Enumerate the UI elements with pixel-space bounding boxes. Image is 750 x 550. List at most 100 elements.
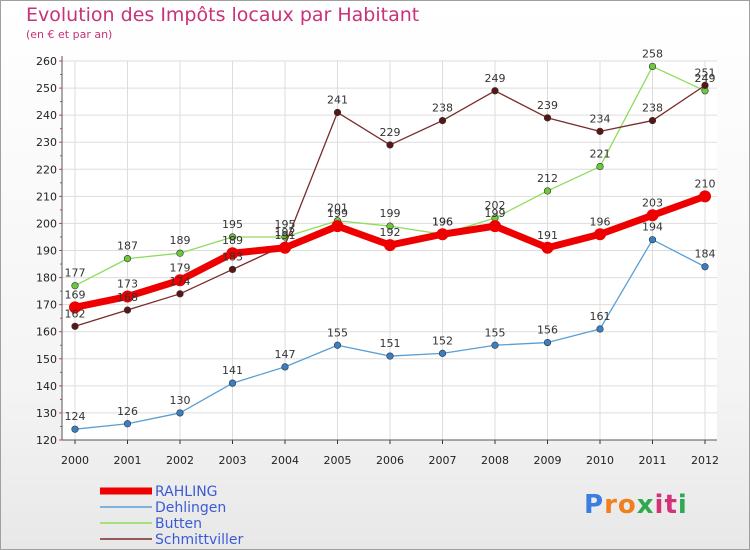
data-point-schmittviller [596,127,604,135]
data-label-rahling: 203 [642,196,663,209]
data-point-butten [71,282,79,290]
data-point-dehlingen [281,363,289,371]
legend-label-schmittviller: Schmittviller [155,532,244,548]
data-label-rahling: 196 [590,215,611,228]
data-point-schmittviller [543,114,552,122]
data-label-butten: 202 [485,199,506,212]
x-tick-label: 2000 [61,454,89,467]
data-point-dehlingen [491,341,499,349]
data-label-rahling: 191 [275,229,296,242]
logo-letter: i [654,490,665,520]
data-label-dehlingen: 130 [170,394,191,407]
data-point-schmittviller [386,141,394,149]
y-tick-label: 240 [36,109,57,122]
data-label-butten: 189 [170,234,191,247]
x-tick-label: 2011 [639,454,667,467]
data-point-rahling [174,274,186,287]
x-tick-label: 2006 [376,454,404,467]
logo-letter: P [584,490,605,520]
data-point-schmittviller [701,81,709,89]
data-point-rahling [594,228,606,241]
data-label-schmittviller: 168 [117,291,138,304]
x-tick-label: 2008 [481,454,509,467]
data-label-butten: 201 [327,202,348,215]
data-label-butten: 195 [275,218,296,231]
x-tick-label: 2010 [586,454,614,467]
logo-letter: o [617,490,637,520]
data-point-rahling [541,241,554,254]
y-tick-label: 150 [36,353,57,366]
y-tick-label: 180 [36,272,57,285]
data-label-rahling: 199 [485,207,506,220]
data-label-dehlingen: 141 [222,364,243,377]
data-point-schmittviller [491,87,499,95]
data-label-rahling: 191 [537,229,558,242]
data-point-rahling [436,228,449,241]
data-label-rahling: 210 [695,177,716,190]
data-label-dehlingen: 184 [695,248,716,261]
chart-title: Evolution des Impôts locaux par Habitant [26,4,420,26]
data-label-rahling: 189 [222,234,243,247]
y-tick-label: 200 [36,217,57,230]
data-point-butten [596,162,604,171]
legend-label-dehlingen: Dehlingen [155,500,226,516]
data-label-butten: 195 [222,218,243,231]
data-point-butten [123,255,132,263]
data-label-rahling: 169 [65,288,86,301]
data-label-rahling: 196 [432,215,453,228]
data-point-schmittviller [438,116,447,125]
data-point-dehlingen [386,352,394,360]
data-point-butten [228,233,237,241]
logo-letter: r [604,490,618,520]
data-label-dehlingen: 161 [590,310,611,323]
data-label-rahling: 199 [327,207,348,220]
chart-subtitle: (en € et par an) [26,28,113,41]
data-label-schmittviller: 234 [590,112,611,125]
data-label-schmittviller: 183 [222,250,243,263]
logo-letter: i [677,490,688,520]
data-point-schmittviller [228,265,237,274]
data-label-butten: 212 [537,172,558,185]
data-point-butten [176,249,184,257]
data-label-butten: 187 [117,240,138,253]
data-label-rahling: 192 [380,226,401,239]
data-point-schmittviller [176,290,184,298]
y-tick-label: 260 [36,55,57,68]
data-label-schmittviller: 239 [537,99,558,112]
data-label-butten: 258 [642,47,663,60]
x-tick-label: 2012 [691,454,719,467]
legend-label-butten: Butten [155,516,202,532]
y-tick-label: 190 [36,245,57,258]
data-label-dehlingen: 124 [65,410,86,423]
y-tick-label: 160 [36,326,57,339]
data-point-rahling [121,290,134,303]
data-label-schmittviller: 249 [485,72,506,85]
data-point-rahling [279,241,291,254]
legend-label-rahling: RAHLING [155,484,218,500]
data-point-dehlingen [228,379,237,387]
data-point-rahling [489,220,501,233]
data-label-dehlingen: 126 [117,405,138,418]
y-tick-label: 170 [36,299,57,312]
data-point-rahling [226,247,239,260]
data-label-dehlingen: 152 [432,334,453,347]
data-point-rahling [69,301,81,314]
y-tick-label: 250 [36,82,57,95]
data-label-butten: 177 [65,267,86,280]
data-label-rahling: 173 [117,278,138,291]
data-label-schmittviller: 238 [642,102,663,115]
data-point-schmittviller [648,116,657,125]
data-label-dehlingen: 155 [485,326,506,339]
x-tick-label: 2007 [429,454,457,467]
x-tick-label: 2005 [324,454,352,467]
y-tick-label: 230 [36,136,57,149]
x-tick-label: 2002 [166,454,194,467]
data-point-dehlingen [438,349,447,357]
data-label-schmittviller: 174 [170,275,191,288]
data-point-schmittviller [123,306,132,314]
data-point-butten [386,222,394,230]
data-label-butten: 249 [695,72,716,85]
data-point-rahling [331,220,344,233]
logo-letter: t [664,490,678,520]
